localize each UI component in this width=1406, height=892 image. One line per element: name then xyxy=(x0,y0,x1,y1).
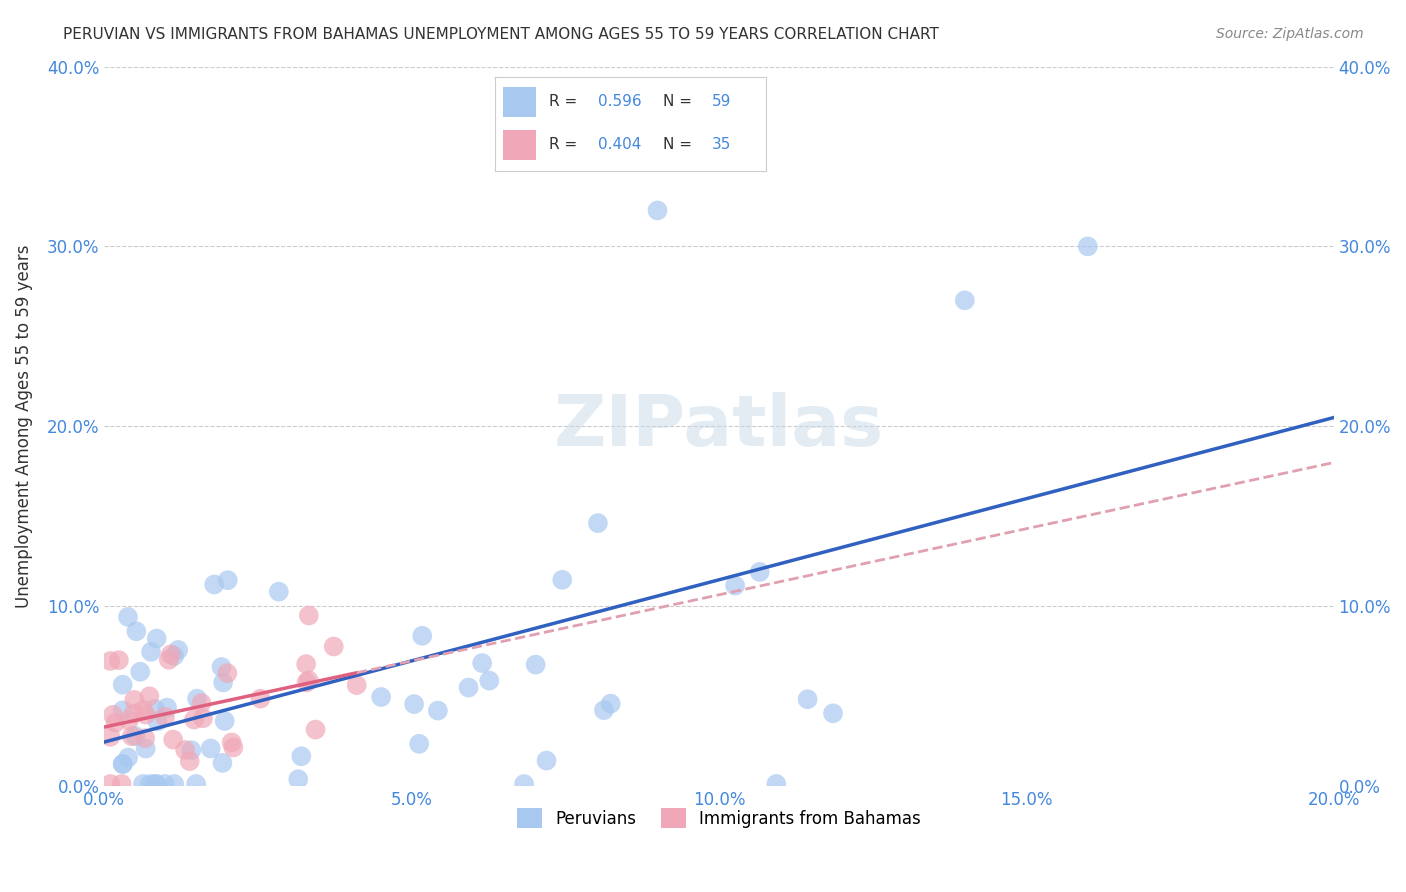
Point xyxy=(163,648,186,663)
Point xyxy=(267,584,290,599)
Point xyxy=(191,711,214,725)
Point xyxy=(212,675,235,690)
Point xyxy=(174,743,197,757)
Point xyxy=(304,723,326,737)
Point xyxy=(298,673,321,688)
Point xyxy=(599,697,621,711)
Point xyxy=(221,735,243,749)
Point xyxy=(186,691,208,706)
Point xyxy=(100,777,122,791)
Point xyxy=(122,706,145,721)
Point xyxy=(153,710,176,724)
Point xyxy=(101,707,124,722)
Point xyxy=(724,578,747,592)
Point xyxy=(202,577,225,591)
Point xyxy=(1077,239,1099,253)
Point xyxy=(156,700,179,714)
Point xyxy=(953,293,976,308)
Point xyxy=(748,565,770,579)
Point xyxy=(111,757,134,772)
Point xyxy=(129,665,152,679)
Point xyxy=(157,653,180,667)
Point xyxy=(132,703,155,717)
Point xyxy=(139,645,162,659)
Point xyxy=(153,777,176,791)
Point xyxy=(214,714,236,728)
Point xyxy=(249,691,271,706)
Point xyxy=(132,777,155,791)
Point xyxy=(179,754,201,768)
Point xyxy=(222,740,245,755)
Point xyxy=(796,692,818,706)
Point xyxy=(145,632,167,646)
Legend: Peruvians, Immigrants from Bahamas: Peruvians, Immigrants from Bahamas xyxy=(510,801,928,835)
Point xyxy=(145,777,167,791)
Point xyxy=(426,704,449,718)
Point xyxy=(370,690,392,704)
Point xyxy=(111,678,134,692)
Point xyxy=(298,608,321,623)
Point xyxy=(287,772,309,787)
Point xyxy=(821,706,844,721)
Point xyxy=(121,729,143,743)
Point xyxy=(408,737,430,751)
Point xyxy=(117,610,139,624)
Point xyxy=(167,643,190,657)
Point xyxy=(536,754,558,768)
Point xyxy=(111,756,134,771)
Point xyxy=(138,690,160,704)
Point xyxy=(124,729,146,743)
Point xyxy=(118,713,141,727)
Point xyxy=(217,666,239,681)
Point xyxy=(139,777,162,791)
Point xyxy=(124,693,146,707)
Point xyxy=(146,714,169,729)
Y-axis label: Unemployment Among Ages 55 to 59 years: Unemployment Among Ages 55 to 59 years xyxy=(15,244,32,608)
Point xyxy=(211,660,233,674)
Point xyxy=(200,741,222,756)
Point xyxy=(478,673,501,688)
Point xyxy=(108,653,131,667)
Point xyxy=(295,675,318,690)
Point xyxy=(404,697,426,711)
Point xyxy=(183,713,205,727)
Point xyxy=(160,648,183,662)
Point xyxy=(457,681,479,695)
Point xyxy=(186,777,208,791)
Point xyxy=(346,678,368,692)
Text: ZIPatlas: ZIPatlas xyxy=(554,392,884,460)
Point xyxy=(134,731,156,746)
Point xyxy=(295,657,318,671)
Point xyxy=(162,732,184,747)
Point xyxy=(513,777,536,791)
Point xyxy=(135,707,157,722)
Point xyxy=(110,777,132,791)
Point xyxy=(100,654,122,668)
Point xyxy=(143,702,166,716)
Point xyxy=(322,640,344,654)
Point xyxy=(471,656,494,670)
Point xyxy=(180,743,202,757)
Point xyxy=(125,624,148,639)
Point xyxy=(217,573,239,587)
Point xyxy=(411,629,433,643)
Point xyxy=(135,741,157,756)
Point xyxy=(765,777,787,791)
Point xyxy=(145,777,167,791)
Point xyxy=(586,516,609,530)
Point xyxy=(163,777,186,791)
Point xyxy=(647,203,669,218)
Point xyxy=(111,703,134,717)
Point xyxy=(117,750,139,764)
Text: Source: ZipAtlas.com: Source: ZipAtlas.com xyxy=(1216,27,1364,41)
Point xyxy=(593,703,616,717)
Point xyxy=(524,657,547,672)
Point xyxy=(551,573,574,587)
Point xyxy=(211,756,233,770)
Point xyxy=(100,730,122,744)
Text: PERUVIAN VS IMMIGRANTS FROM BAHAMAS UNEMPLOYMENT AMONG AGES 55 TO 59 YEARS CORRE: PERUVIAN VS IMMIGRANTS FROM BAHAMAS UNEM… xyxy=(63,27,939,42)
Point xyxy=(190,696,212,710)
Point xyxy=(104,715,127,730)
Point xyxy=(290,749,312,764)
